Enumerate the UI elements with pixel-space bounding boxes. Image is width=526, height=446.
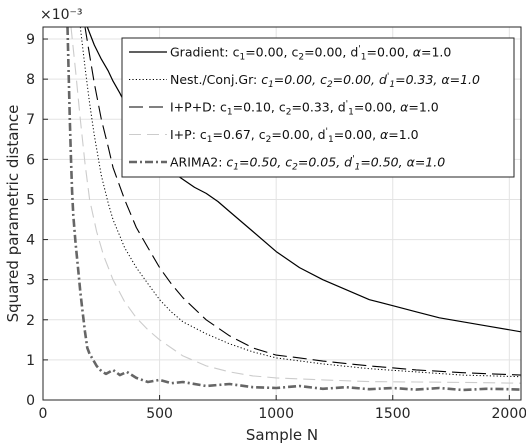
legend-text-part: Gradient: c	[170, 45, 240, 60]
legend-text-part: =0.00, d	[271, 127, 325, 142]
y-tick-label: 8	[26, 72, 35, 88]
legend-text-part: 1	[268, 80, 274, 90]
y-axis-label: Squared parametric distance	[4, 105, 22, 323]
x-axis-label: Sample N	[246, 426, 318, 444]
legend-text-part: =0.50,	[360, 155, 406, 170]
series-lines	[66, 27, 521, 392]
y-tick-label: 6	[26, 152, 35, 168]
legend-text-part: =0.00, c	[245, 45, 298, 60]
legend-text-part: =0.00,	[354, 100, 400, 115]
legend-text-part: =0.33,	[395, 72, 441, 87]
legend-text-part: α	[380, 127, 389, 142]
series-line-2	[84, 27, 521, 376]
legend-text-part: c	[320, 72, 327, 87]
x-tick-label: 1500	[375, 406, 411, 422]
legend-text-part: =1.0	[408, 100, 438, 115]
legend: Gradient: c1=0.00, c2=0.00, d'1=0.00, α=…	[121, 37, 515, 178]
legend-text-part: =1.0	[450, 72, 480, 87]
legend-text-part: =0.10, c	[233, 100, 286, 115]
legend-text-part: 1	[361, 53, 367, 63]
legend-entry-3: I+P: c1=0.67, c2=0.00, d'1=0.00, α=1.0	[170, 127, 419, 145]
legend-text-part: =0.00,	[334, 127, 380, 142]
legend-text-part: =1.0	[388, 127, 418, 142]
plot-frame	[42, 26, 522, 401]
legend-text-part: =0.00,	[274, 72, 320, 87]
legend-text-part: α	[441, 72, 450, 87]
legend-text-part: 2	[286, 108, 292, 118]
legend-text-part: '	[326, 127, 328, 137]
y-tick-label: 5	[26, 192, 35, 208]
legend-entry-0: Gradient: c1=0.00, c2=0.00, d'1=0.00, α=…	[170, 45, 451, 63]
legend-text-part: '	[387, 72, 389, 82]
legend-text-part: =1.0	[421, 45, 451, 60]
y-tick-label: 7	[26, 112, 35, 128]
y-exponent-label: ×10⁻³	[40, 7, 83, 23]
legend-text-part: α	[407, 155, 416, 170]
legend-text-part: =0.00, d	[304, 45, 358, 60]
legend-text-part: d	[379, 72, 387, 87]
x-tick-label: 1000	[258, 406, 294, 422]
legend-text-part: =1.0	[415, 155, 445, 170]
x-tick-label: 0	[39, 406, 48, 422]
axis-ticks: 0 500 1000 1500 2000 0 1 2 3 4 5 6 7 8 9	[26, 32, 526, 422]
legend-text-part: I+P+D: c	[170, 100, 227, 115]
series-line-1	[79, 27, 521, 378]
legend-text-part: =0.00,	[366, 45, 412, 60]
legend-text-part: =0.67, c	[213, 127, 266, 142]
legend-text-part: 1	[355, 163, 361, 173]
y-tick-label: 1	[26, 353, 35, 369]
legend-text-part: =0.05,	[298, 155, 344, 170]
legend-text-part: c	[226, 155, 233, 170]
legend-text-part: 1	[239, 53, 245, 63]
legend-text-part: 1	[207, 135, 213, 145]
legend-text-part: α	[400, 100, 409, 115]
legend-text-part: 1	[348, 108, 354, 118]
series-line-0	[86, 27, 521, 333]
legend-text-part: c	[285, 155, 292, 170]
legend-text-part: '	[358, 45, 360, 55]
legend-box	[121, 37, 515, 178]
legend-text-part: 1	[233, 163, 239, 173]
legend-entry-4: ARIMA2: c1=0.50, c2=0.05, d'1=0.50, α=1.…	[170, 155, 445, 173]
legend-text-part: =0.50,	[239, 155, 285, 170]
legend-text-part: '	[352, 155, 354, 165]
legend-text-part: 2	[327, 80, 333, 90]
y-tick-label: 4	[26, 233, 35, 249]
legend-text-part: 2	[266, 135, 272, 145]
legend-text-part: 1	[389, 80, 395, 90]
legend-text-part: ARIMA2:	[170, 155, 226, 170]
y-tick-label: 9	[26, 32, 35, 48]
series-line-3	[70, 27, 521, 384]
legend-text-part: =0.33, d	[291, 100, 345, 115]
x-tick-label: 2000	[492, 406, 526, 422]
y-tick-label: 2	[26, 313, 35, 329]
legend-text-part: α	[413, 45, 422, 60]
legend-text-part: 2	[298, 53, 304, 63]
y-tick-label: 0	[26, 393, 35, 409]
legend-entry-2: I+P+D: c1=0.10, c2=0.33, d'1=0.00, α=1.0	[170, 100, 439, 118]
legend-text-part: 1	[328, 135, 334, 145]
legend-text-part: Nest./Conj.Gr:	[170, 72, 261, 87]
legend-text-part: =0.00,	[333, 72, 379, 87]
x-tick-label: 500	[146, 406, 173, 422]
legend-entry-1: Nest./Conj.Gr: c1=0.00, c2=0.00, d'1=0.3…	[170, 72, 480, 90]
y-tick-label: 3	[26, 273, 35, 289]
legend-text-part: I+P: c	[170, 127, 207, 142]
legend-text-part: c	[261, 72, 268, 87]
legend-text-part: '	[346, 100, 348, 110]
legend-text-part: d	[344, 155, 352, 170]
legend-text-part: 1	[227, 108, 233, 118]
legend-text-part: 2	[292, 163, 298, 173]
